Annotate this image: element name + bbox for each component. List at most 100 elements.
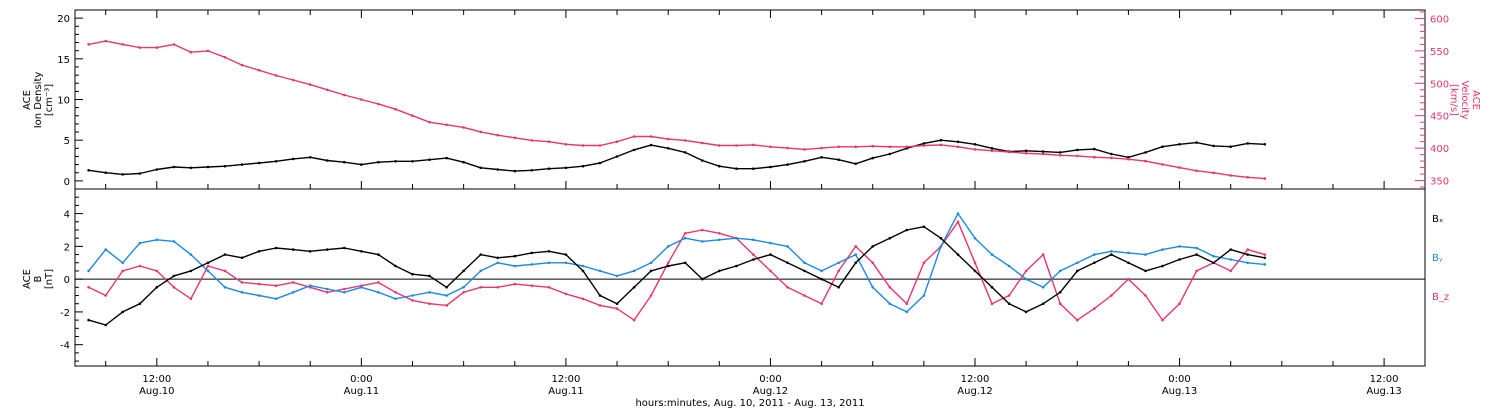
data-point — [615, 307, 619, 310]
data-point — [820, 277, 823, 281]
data-point — [786, 261, 789, 265]
data-point — [990, 286, 994, 289]
top-right-tick-label: 450 — [1430, 112, 1449, 123]
data-point — [956, 145, 960, 149]
top-right-axis-title-line-3: [km/s] — [1448, 84, 1459, 116]
data-point — [377, 253, 380, 256]
data-point — [1161, 145, 1164, 148]
data-point — [479, 130, 483, 134]
data-point — [990, 302, 994, 306]
data-point — [121, 173, 124, 176]
data-point — [803, 294, 806, 297]
data-point — [87, 318, 90, 322]
top-right-tick-label: 350 — [1430, 177, 1449, 188]
x-tick-label-time: 12:00 — [142, 374, 171, 385]
x-tick-label-time: 0:00 — [350, 374, 372, 385]
data-point — [87, 286, 90, 289]
top-right-axis: 350 400 450 500 550 600 — [1415, 11, 1449, 188]
series-line-density — [88, 139, 1265, 176]
data-point — [615, 274, 619, 278]
data-point — [291, 291, 295, 294]
data-point — [803, 261, 806, 265]
data-point — [257, 69, 261, 72]
data-point — [854, 261, 857, 265]
data-point — [871, 245, 874, 248]
top-left-axis-title-line-2: Ion Density — [33, 72, 44, 129]
data-point — [87, 269, 90, 273]
data-point — [1263, 256, 1267, 260]
data-point — [837, 286, 840, 289]
data-point — [377, 281, 380, 284]
data-point — [326, 291, 329, 294]
data-point — [990, 253, 994, 256]
data-point — [360, 98, 363, 101]
data-point — [274, 284, 278, 288]
top-left-axis: 0 5 10 15 20 — [57, 14, 83, 188]
data-point — [752, 258, 755, 261]
data-point — [155, 269, 159, 273]
data-point — [1212, 261, 1215, 265]
data-point — [683, 261, 687, 265]
data-point — [206, 165, 210, 169]
data-point — [343, 291, 346, 294]
data-point — [326, 159, 329, 162]
bottom-left-tick-label: 0 — [64, 275, 70, 286]
data-point — [257, 161, 261, 165]
data-point — [479, 269, 483, 273]
data-point — [138, 46, 142, 49]
data-point — [581, 164, 585, 168]
data-point — [973, 143, 977, 146]
data-point — [649, 143, 653, 147]
data-point — [445, 286, 448, 289]
data-point — [973, 236, 977, 240]
data-point — [513, 169, 517, 173]
data-point — [1229, 174, 1232, 177]
data-point — [223, 56, 227, 59]
data-point — [462, 126, 465, 129]
data-point — [1229, 258, 1232, 261]
data-point — [922, 261, 926, 265]
top-right-tick-label: 400 — [1430, 144, 1449, 155]
series-line-bz — [88, 221, 1265, 321]
bottom-left-tick-label: -2 — [60, 308, 70, 319]
data-point — [632, 148, 636, 152]
legend-bz: B_z — [1432, 292, 1449, 303]
data-point — [428, 274, 431, 278]
data-point — [837, 145, 840, 149]
top-right-tick-label: 550 — [1430, 47, 1449, 58]
data-point — [411, 299, 414, 302]
data-point — [666, 147, 670, 150]
x-tick-label-time: 0:00 — [1168, 374, 1190, 385]
data-point — [922, 142, 926, 145]
data-point — [1127, 251, 1130, 255]
data-point — [445, 156, 448, 160]
data-point — [172, 286, 176, 289]
data-point — [138, 302, 142, 306]
data-point — [155, 168, 159, 171]
data-point — [718, 144, 721, 147]
data-point — [274, 160, 278, 163]
data-point — [820, 156, 823, 159]
bottom-left-tick-label: -4 — [60, 341, 70, 352]
data-point — [905, 302, 909, 306]
data-point — [496, 133, 500, 137]
data-point — [735, 236, 738, 240]
data-point — [769, 241, 772, 245]
data-point — [1263, 253, 1267, 256]
top-left-tick-label: 15 — [57, 55, 70, 66]
data-point — [956, 253, 960, 256]
data-point — [1058, 151, 1062, 154]
data-point — [939, 236, 943, 240]
x-tick-label-date: Aug.10 — [139, 386, 174, 397]
data-point — [769, 253, 772, 256]
bottom-left-axis: -4 -2 0 2 4 — [60, 196, 83, 362]
data-point — [701, 228, 704, 232]
data-point — [973, 269, 977, 273]
data-point — [1246, 176, 1249, 179]
data-point — [172, 274, 176, 278]
data-point — [1024, 310, 1028, 314]
data-point — [1178, 245, 1181, 248]
data-point — [1093, 253, 1096, 256]
data-point — [360, 286, 363, 289]
data-point — [1178, 166, 1181, 169]
